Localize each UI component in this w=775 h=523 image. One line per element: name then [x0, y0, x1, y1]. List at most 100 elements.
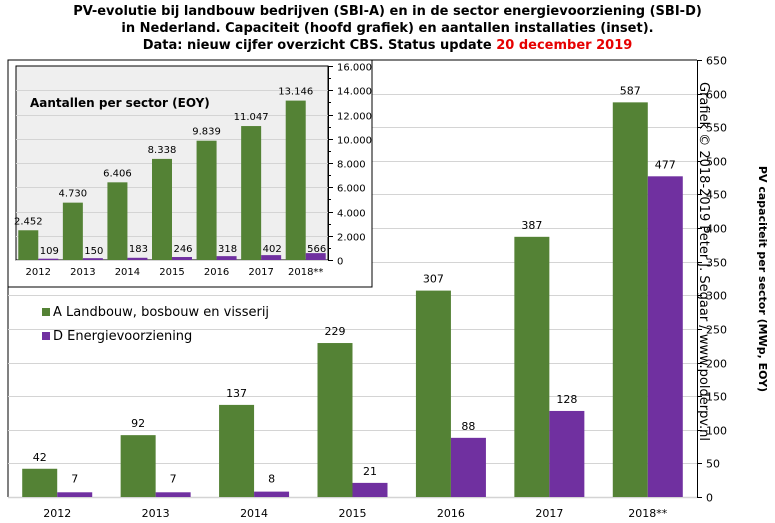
main-y-tick-label: 150 — [706, 391, 727, 404]
inset-bar-energie — [172, 257, 192, 260]
inset-x-tick-label: 2016 — [204, 267, 229, 278]
main-data-label: 229 — [325, 325, 346, 338]
inset-y-tick-label: 4.000 — [337, 209, 366, 220]
inset-bars — [18, 100, 326, 261]
main-y-tick-label: 350 — [706, 257, 727, 270]
main-data-label: 92 — [131, 417, 145, 430]
main-bar-landbouw — [219, 404, 255, 497]
main-y-tick-label: 0 — [706, 492, 713, 505]
inset-data-label: 318 — [218, 244, 237, 255]
inset-bar-energie — [127, 257, 148, 260]
inset-data-label: 566 — [307, 244, 326, 255]
main-y-tick-label: 400 — [706, 223, 727, 236]
title-status-date: 20 december 2019 — [496, 38, 633, 53]
legend: A Landbouw, bosbouw en visserij D Energie… — [42, 305, 269, 344]
main-bar-landbouw — [120, 435, 156, 497]
inset-bar-energie — [261, 255, 282, 260]
main-y-tick-label: 500 — [706, 156, 727, 169]
title-line-3: Data: nieuw cijfer overzicht CBS. Status… — [0, 37, 775, 54]
title-line-3-prefix: Data: nieuw cijfer overzicht CBS. Status… — [142, 38, 497, 53]
inset-x-tick-label: 2014 — [115, 267, 140, 278]
legend-swatch-energie — [42, 332, 50, 340]
inset-data-label: 402 — [263, 244, 282, 255]
inset-data-label: 4.730 — [59, 189, 88, 200]
main-bar-landbouw — [22, 468, 58, 497]
watermark-credit: Grafiek © 2018-2019 Peter J. Segaar / ww… — [696, 82, 711, 441]
main-x-tick-label: 2017 — [535, 507, 563, 520]
inset-bar-landbouw — [196, 140, 217, 260]
inset-bar-energie — [216, 256, 237, 260]
inset-chart: 2.452 109 4.730 150 6.406 183 8.338 246 9.839 318… — [7, 59, 373, 288]
inset-data-label: 9.839 — [192, 127, 221, 138]
main-bar-energie — [647, 176, 683, 497]
inset-data-label: 13.146 — [278, 87, 313, 98]
inset-data-labels: 2.452 109 4.730 150 6.406 183 8.338 246 9.839 318… — [14, 87, 326, 257]
main-bar-energie — [254, 491, 290, 497]
chart-title: PV-evolutie bij landbouw bedrijven (SBI-… — [0, 3, 775, 54]
inset-y-tick-label: 8.000 — [337, 160, 366, 171]
inset-x-tick-label: 2012 — [26, 267, 51, 278]
inset-bar-landbouw — [62, 202, 83, 260]
inset-title: Aantallen per sector (EOY) — [30, 96, 210, 110]
inset-y-tick-label: 6.000 — [337, 184, 366, 195]
main-x-tick-label: 2013 — [142, 507, 170, 520]
main-data-label: 137 — [226, 387, 247, 400]
inset-x-tick-labels: 2012 2013 2014 2015 2016 2017 2018** — [26, 267, 324, 278]
main-data-label: 88 — [461, 420, 475, 433]
main-data-label: 7 — [71, 472, 78, 485]
main-bar-energie — [450, 437, 486, 497]
main-data-label: 7 — [170, 472, 177, 485]
inset-data-label: 109 — [40, 246, 59, 257]
title-line-1: PV-evolutie bij landbouw bedrijven (SBI-… — [73, 4, 702, 19]
title-line-2: in Nederland. Capaciteit (hoofd grafiek)… — [121, 21, 654, 36]
main-y-tick-label: 50 — [706, 458, 720, 471]
inset-data-label: 183 — [129, 244, 148, 255]
inset-bar-landbouw — [285, 100, 306, 260]
legend-label-landbouw: A Landbouw, bosbouw en visserij — [53, 305, 269, 320]
inset-x-tick-label: 2017 — [248, 267, 273, 278]
main-bar-landbouw — [514, 236, 550, 497]
main-data-label: 42 — [33, 451, 47, 464]
inset-y-tick-label: 10.000 — [337, 136, 372, 147]
inset-bar-landbouw — [107, 182, 128, 260]
main-bar-landbouw — [612, 102, 648, 498]
main-bar-energie — [549, 410, 585, 497]
inset-data-label: 11.047 — [234, 112, 269, 123]
inset-x-tick-label: 2018** — [288, 267, 323, 278]
main-x-tick-label: 2012 — [43, 507, 71, 520]
inset-y-axis: 0 2.000 4.000 6.000 8.000 10.000 12.000 14.000 1… — [16, 63, 372, 268]
inset-data-label: 2.452 — [14, 216, 43, 227]
main-y-tick-label: 550 — [706, 122, 727, 135]
main-y-tick-label: 300 — [706, 290, 727, 303]
main-data-label: 307 — [423, 273, 444, 286]
main-data-label: 8 — [268, 472, 275, 485]
main-x-tick-labels: 2012 2013 2014 2015 2016 2017 2018** — [43, 507, 668, 520]
inset-x-tick-label: 2013 — [70, 267, 95, 278]
main-x-tick-label: 2016 — [437, 507, 465, 520]
main-y-tick-label: 200 — [706, 358, 727, 371]
main-y-axis-label: PV capaciteit per sector (MWp, EOY) — [756, 166, 769, 392]
main-data-label: 477 — [655, 158, 676, 171]
main-y-tick-label: 450 — [706, 189, 727, 202]
inset-data-label: 246 — [173, 244, 192, 255]
inset-data-label: 150 — [84, 246, 103, 257]
main-y-tick-label: 250 — [706, 324, 727, 337]
inset-y-tick-label: 16.000 — [337, 63, 372, 74]
legend-swatch-landbouw — [42, 308, 50, 316]
inset-y-tick-label: 0 — [337, 257, 343, 268]
main-x-tick-label: 2014 — [240, 507, 268, 520]
main-data-label: 21 — [363, 465, 377, 478]
main-bar-energie — [155, 492, 191, 497]
main-bar-energie — [352, 482, 388, 497]
main-data-label: 587 — [620, 84, 641, 97]
inset-bar-landbouw — [241, 126, 262, 261]
inset-x-tick-label: 2015 — [159, 267, 184, 278]
legend-label-energie: D Energievoorziening — [53, 329, 192, 344]
main-x-tick-label: 2018** — [628, 507, 667, 520]
main-y-tick-label: 650 — [706, 55, 727, 68]
main-data-labels: 42 7 92 7 137 8 229 21 307 88 387 128 587 477 — [33, 84, 676, 485]
inset-bar-landbouw — [152, 158, 172, 260]
inset-y-tick-label: 14.000 — [337, 87, 372, 98]
main-y-axis: 0 50 100 150 200 250 300 350 400 450 500 550 600 650 — [697, 55, 727, 505]
